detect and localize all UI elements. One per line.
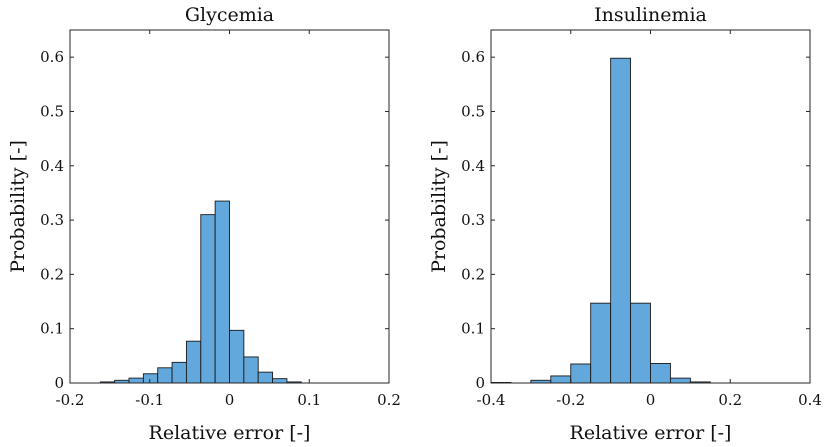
y-tick-label: 0.5: [461, 102, 485, 120]
x-tick-label: -0.2: [556, 391, 585, 409]
histogram-bar: [630, 302, 651, 384]
histogram-bar: [214, 200, 230, 384]
histogram-bar: [229, 329, 245, 384]
y-tick-label: 0.3: [461, 211, 485, 229]
chart-title: Insulinemia: [594, 4, 707, 26]
histogram-bar: [669, 377, 691, 384]
y-tick-label: 0: [54, 374, 64, 392]
x-tick-label: -0.2: [56, 391, 85, 409]
x-tick-label: 0.2: [377, 391, 401, 409]
histogram-bar: [550, 375, 572, 384]
histogram-bar: [243, 356, 259, 384]
y-tick-label: 0.4: [461, 157, 485, 175]
histogram-bar: [171, 361, 187, 384]
histogram-bar: [272, 378, 288, 384]
y-tick-label: 0.4: [40, 157, 64, 175]
y-tick-label: 0.1: [40, 320, 64, 338]
y-tick-label: 0.2: [461, 265, 485, 283]
histogram-bar: [142, 373, 159, 384]
y-axis-label: Probability [-]: [428, 140, 450, 273]
x-tick-label: 0: [225, 391, 235, 409]
chart-glycemia: -0.2 -0.1 0 0.1 0.2 0 0.1 0.2 0.3 0.4 0.5 0.6 Glycem…: [7, 4, 401, 444]
histogram-bar: [157, 367, 173, 384]
x-axis-label: Relative error [-]: [570, 422, 732, 444]
histogram-bar: [610, 57, 632, 384]
histogram-bar: [590, 302, 612, 384]
x-tick-label: 0.4: [798, 391, 822, 409]
y-tick-label: 0.6: [40, 48, 64, 66]
y-tick-label: 0.2: [40, 265, 64, 283]
histogram-bar: [200, 214, 216, 384]
y-tick-label: 0: [475, 374, 485, 392]
histogram-bar: [570, 363, 592, 384]
y-tick-label: 0.1: [461, 320, 485, 338]
histogram-bar: [257, 371, 274, 384]
x-tick-label: 0.2: [718, 391, 742, 409]
x-tick-label: -0.1: [135, 391, 164, 409]
histogram-bar: [650, 362, 671, 384]
x-tick-label: 0.1: [297, 391, 321, 409]
histogram-bar: [128, 377, 144, 384]
chart-insulinemia: -0.4 -0.2 0 0.2 0.4 0 0.1 0.2 0.3 0.4 0.5 0.6 Insuli…: [428, 4, 822, 444]
y-tick-label: 0.5: [40, 102, 64, 120]
x-axis-label: Relative error [-]: [149, 422, 311, 444]
chart-title: Glycemia: [185, 4, 274, 26]
y-tick-label: 0.3: [40, 211, 64, 229]
y-axis-label: Probability [-]: [7, 140, 29, 273]
x-tick-label: -0.4: [477, 391, 506, 409]
histogram-bar: [185, 340, 202, 384]
x-tick-label: 0: [646, 391, 656, 409]
y-tick-label: 0.6: [461, 48, 485, 66]
